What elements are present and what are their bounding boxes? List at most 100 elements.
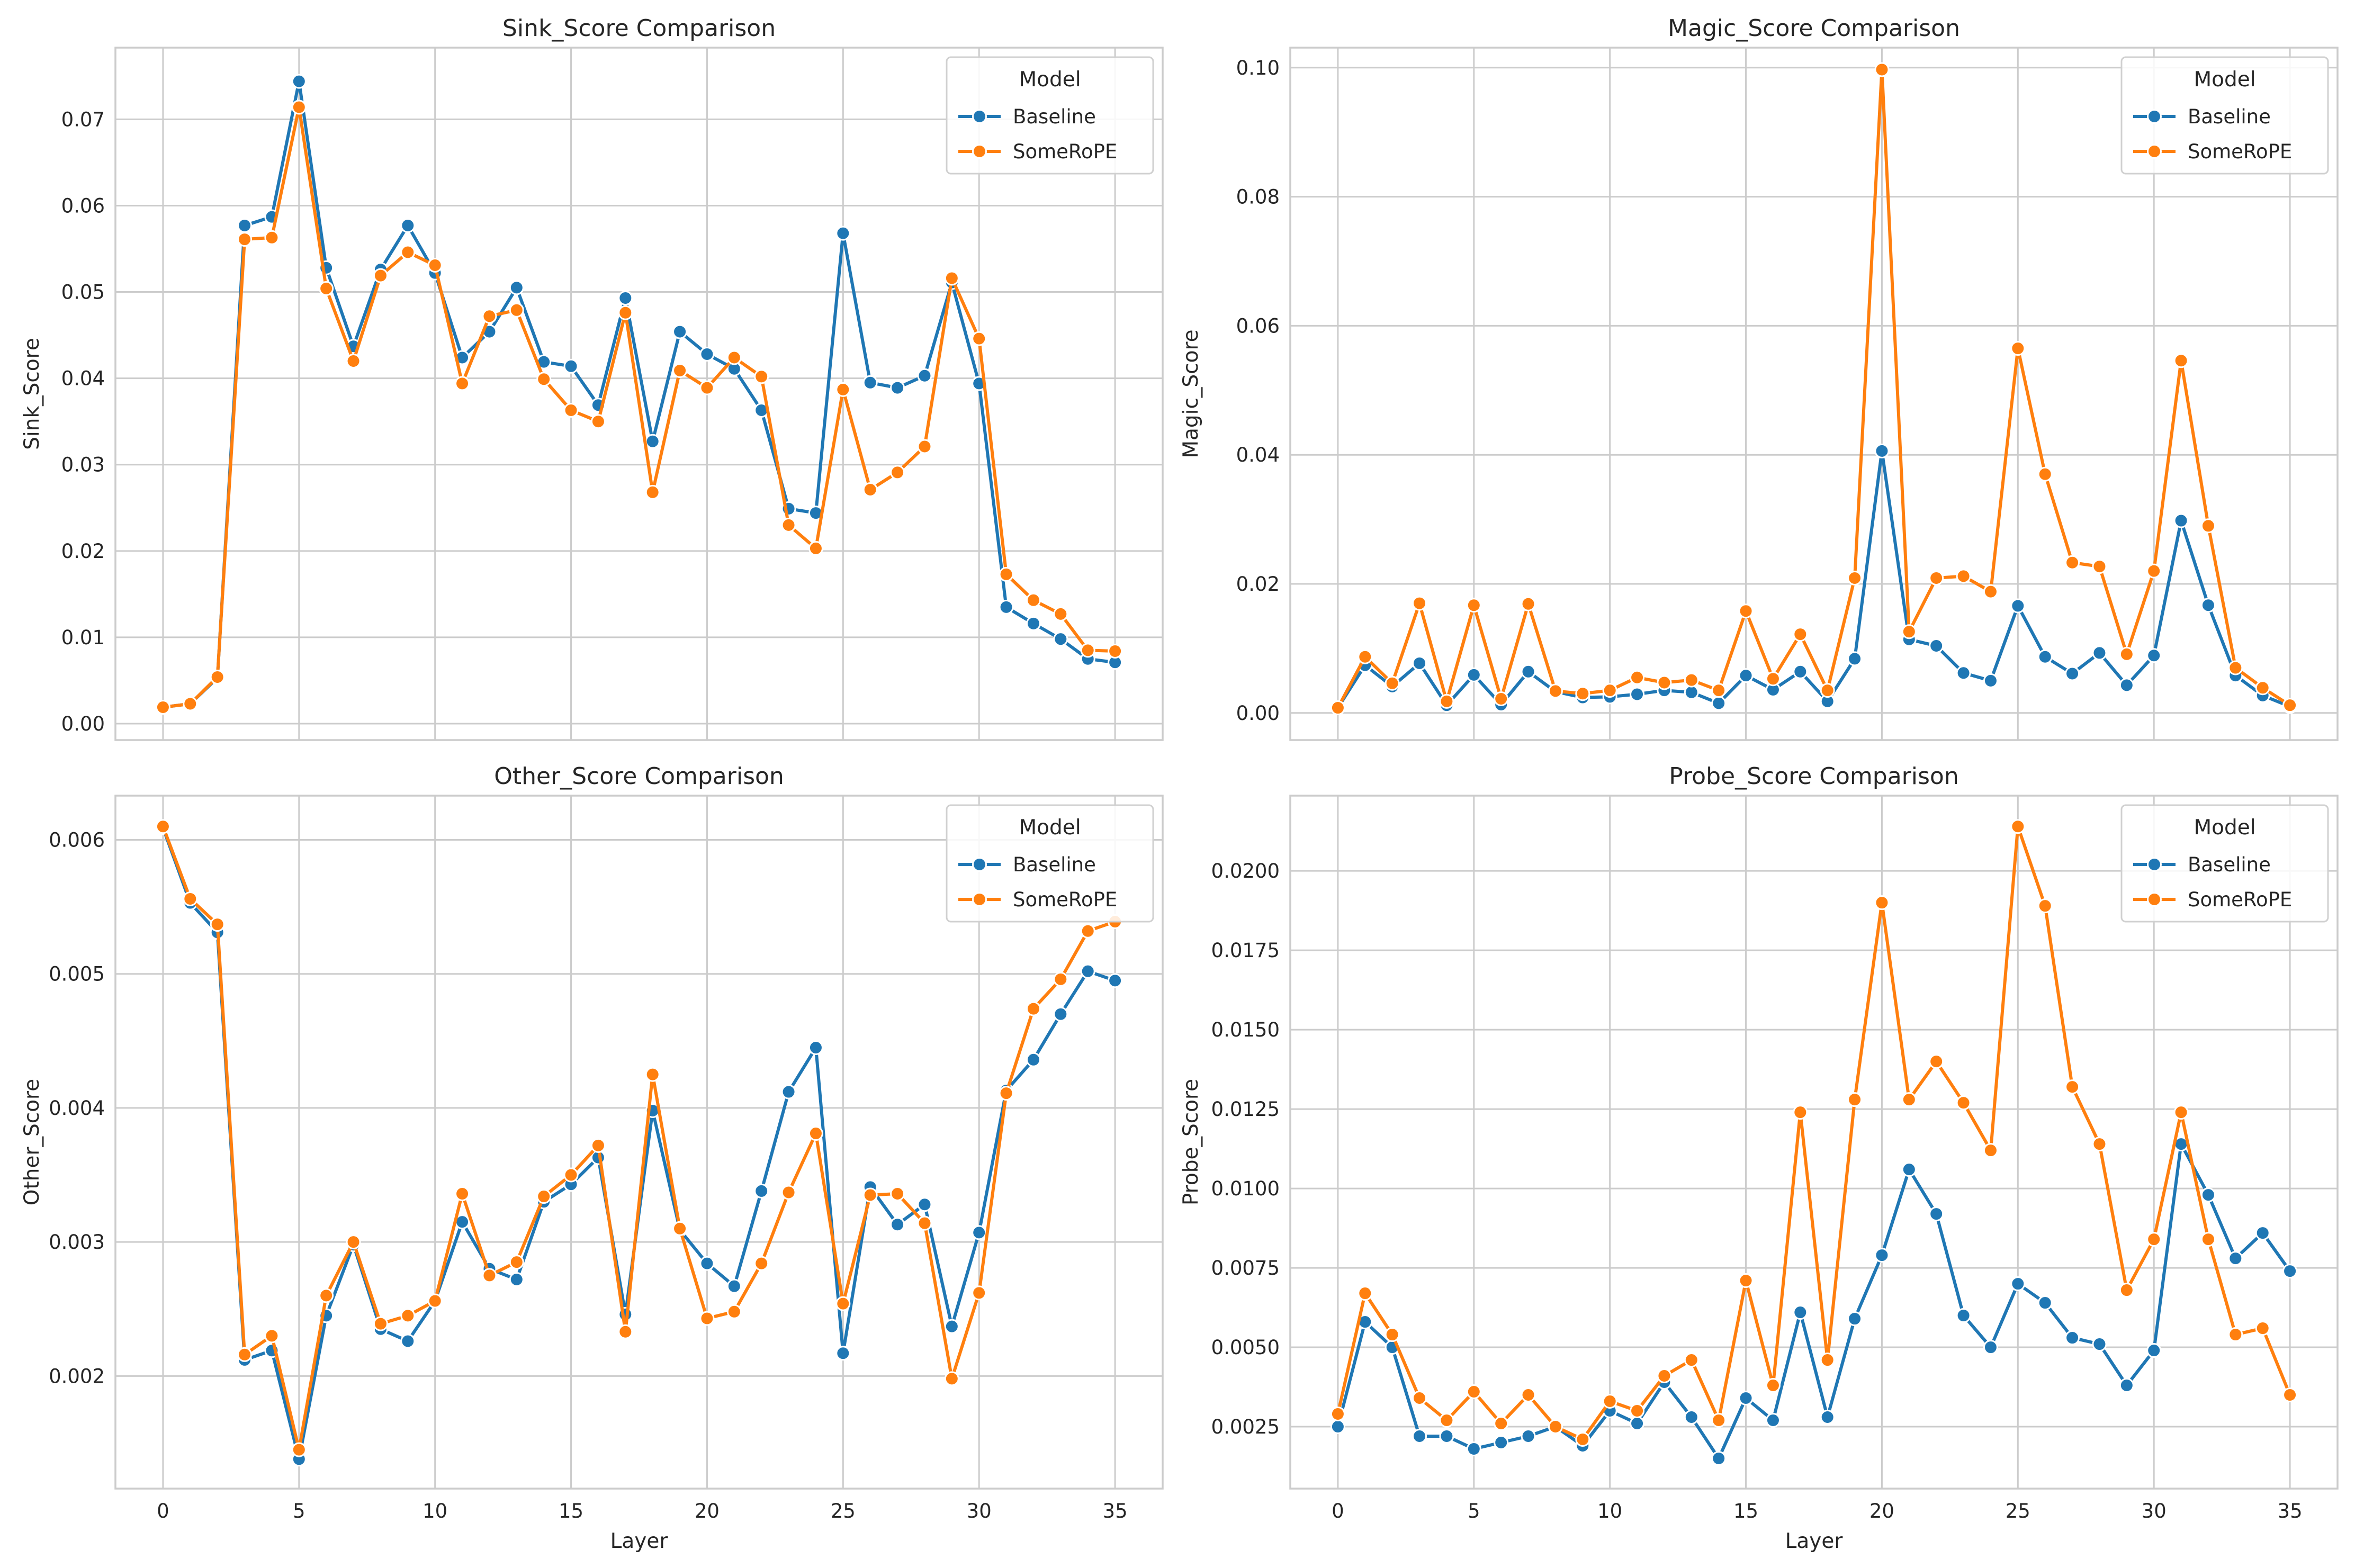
data-point [672,363,688,378]
data-point [890,465,905,480]
data-point [1956,569,1971,584]
legend-swatch-marker [972,144,987,159]
data-point [590,1138,606,1153]
data-point [781,517,796,533]
data-point [999,1086,1014,1101]
chart-panel-4: 0.0025 0.0050 0.0075 0.0100 0.0125 0.0150 0.01… [1179,763,2339,1553]
data-point [645,434,660,449]
data-point [1026,1001,1041,1016]
chart-title: Probe_Score Comparison [1669,763,1958,790]
y-axis-label: Magic_Score [1179,329,1203,458]
data-point [726,350,742,365]
data-point [536,372,552,387]
data-point [2228,1251,2243,1266]
data-point [1466,1384,1481,1400]
data-point [563,1167,579,1183]
data-point [2119,646,2134,662]
legend-swatch-marker [972,109,987,124]
legend-swatch-marker [2147,892,2162,907]
legend: Model Baseline SomeRoPE [2120,804,2329,923]
data-point [1575,686,1590,701]
data-point [890,380,905,395]
data-point [1738,668,1754,683]
data-point [264,1328,280,1344]
data-point [2282,1387,2298,1403]
data-point [183,696,198,711]
data-point [1494,1435,1509,1450]
legend-entry: SomeRoPE [2188,888,2292,911]
data-point [210,669,225,684]
data-point [2010,341,2026,356]
legend-entry: Baseline [2188,853,2271,876]
x-tick-label: 20 [695,1500,720,1522]
data-point [427,1293,443,1309]
plot-frame [1289,47,2339,741]
y-tick-label: 0.0075 [1211,1257,1280,1279]
chart-panel-3: 0.002 0.003 0.004 0.005 0.006 0 5 10 15 20 25 30 35 O… [20,763,1164,1553]
series-somerope [155,819,1123,1457]
data-point [1929,571,1944,586]
y-tick-label: 0.0175 [1211,939,1280,962]
data-point [672,324,688,339]
legend-title: Model [1019,816,1081,840]
legend-swatch-marker [972,892,987,907]
y-tick-label: 0.0050 [1211,1336,1280,1359]
x-tick-label: 25 [831,1500,856,1522]
legend-entry: SomeRoPE [1013,140,1117,163]
data-point [1711,1413,1727,1428]
data-point [373,268,388,283]
data-point [291,1442,307,1457]
data-point [400,1333,416,1349]
data-point [2255,1225,2270,1241]
data-point [972,1285,987,1301]
data-point [1711,683,1727,698]
legend-title: Model [2194,68,2255,92]
data-point [455,1186,470,1201]
y-tick-label: 0.05 [61,281,105,304]
data-point [2065,555,2080,570]
data-point [808,540,823,556]
legend-title: Model [2194,816,2255,840]
data-point [972,1225,987,1240]
data-point [509,280,524,295]
data-point [1874,895,1890,911]
series-somerope [1330,819,2298,1447]
data-point [1521,1387,1536,1403]
data-point [1412,1429,1427,1444]
data-point [2282,698,2298,713]
data-point [1738,1391,1754,1406]
data-point [1630,670,1645,685]
data-point [808,1040,823,1055]
legend-entry: Baseline [2188,105,2271,128]
data-point [563,358,579,374]
data-point [1521,596,1536,611]
legend-swatch-marker [2147,144,2162,159]
data-point [400,245,416,260]
data-point [1026,616,1041,631]
data-point [1108,973,1123,988]
data-point [482,309,497,324]
data-point [1602,683,1617,698]
data-point [944,1319,959,1334]
data-point [1053,632,1068,647]
x-tick-label: 30 [967,1500,992,1522]
y-axis-label: Other_Score [20,1079,44,1205]
series-line [161,825,1117,1452]
data-point [1929,1054,1944,1069]
data-point [2282,1264,2298,1279]
y-axis-label: Sink_Score [20,338,44,450]
data-point [1466,598,1481,613]
data-point [618,305,633,320]
legend-box [946,56,1154,175]
data-point [2037,1295,2053,1311]
y-tick-label: 0.005 [49,963,105,986]
data-point [781,1084,796,1100]
x-tick-label: 10 [1597,1500,1622,1522]
data-point [237,1347,253,1362]
data-point [2200,1187,2216,1203]
data-point [2200,518,2216,534]
data-point [2065,666,2080,681]
data-point [2119,1283,2134,1298]
y-tick-label: 0.10 [1236,57,1280,79]
data-point [2119,1378,2134,1393]
